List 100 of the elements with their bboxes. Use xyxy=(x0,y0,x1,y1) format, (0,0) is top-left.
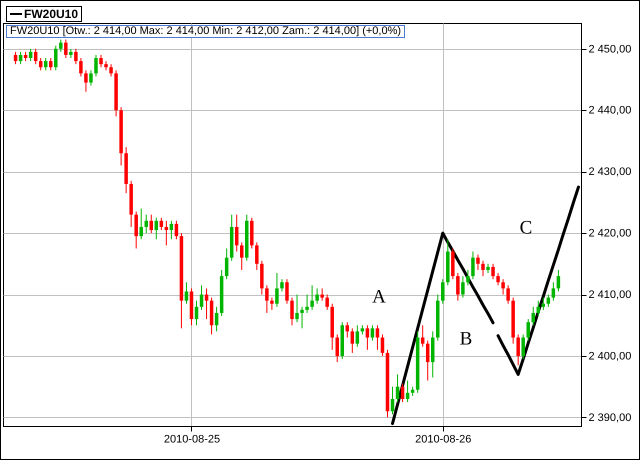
candlestick xyxy=(300,306,304,329)
candlestick xyxy=(84,70,88,92)
candlestick xyxy=(275,272,279,308)
candlestick xyxy=(160,217,164,231)
candlestick xyxy=(255,242,259,270)
candlestick xyxy=(74,48,78,65)
candlestick xyxy=(390,386,394,415)
candlestick xyxy=(204,288,208,320)
candlestick xyxy=(200,284,204,310)
candlestick xyxy=(552,282,556,302)
candlestick xyxy=(305,294,309,314)
candlestick xyxy=(59,39,63,52)
candlestick xyxy=(285,278,289,304)
y-tick-label: 2 430,00 xyxy=(588,166,632,178)
candlestick xyxy=(38,58,42,71)
y-tick-label: 2 450,00 xyxy=(588,43,632,56)
candlestick xyxy=(335,334,339,363)
y-tick-label: 2 410,00 xyxy=(588,289,632,302)
y-tick-label: 2 400,00 xyxy=(588,350,632,362)
candlestick xyxy=(94,54,98,77)
candlestick xyxy=(184,282,188,304)
candlestick xyxy=(461,276,465,298)
candlestick xyxy=(380,334,384,356)
candlestick xyxy=(154,217,158,240)
candlestick xyxy=(466,269,470,286)
candlestick xyxy=(18,51,22,65)
candlestick xyxy=(290,297,294,326)
candlestick xyxy=(526,318,530,342)
annotation: A xyxy=(372,286,386,308)
chart-subtitle: FW20U10 [Otw.: 2 414,00 Max: 2 414,00 Min: 2 412,00 Zam.: 2 414,00] (+0,0%) xyxy=(6,25,406,38)
candlestick xyxy=(481,260,485,277)
candlestick xyxy=(501,278,505,296)
x-tick-label: 2010-08-26 xyxy=(415,434,472,446)
candlestick xyxy=(295,294,299,323)
candlestick xyxy=(441,278,445,304)
candlestick xyxy=(471,251,475,280)
candlestick xyxy=(496,272,500,286)
candlestick xyxy=(234,214,238,252)
candlestick xyxy=(315,288,319,304)
candlestick xyxy=(536,300,540,317)
annotation: B xyxy=(460,328,472,350)
candlestick xyxy=(79,58,83,77)
candlestick xyxy=(89,70,93,86)
text: FW20U10 xyxy=(24,7,78,21)
candlestick xyxy=(376,324,380,350)
candlestick xyxy=(410,386,414,396)
candlestick xyxy=(144,214,148,234)
candlestick xyxy=(109,64,113,77)
candlestick xyxy=(64,39,68,59)
candlestick xyxy=(346,322,350,338)
candlestick xyxy=(194,300,198,326)
candlestick xyxy=(139,208,143,240)
candlestick xyxy=(400,383,404,403)
candlestick xyxy=(426,340,430,382)
candlestick xyxy=(280,278,284,292)
candlestick xyxy=(532,306,535,326)
candlestick xyxy=(310,284,314,310)
candlestick xyxy=(546,294,550,308)
y-tick-label: 2 420,00 xyxy=(588,228,632,240)
candlestick xyxy=(556,269,560,292)
candlestick xyxy=(476,254,480,270)
candlestick xyxy=(44,58,48,71)
candlestick xyxy=(14,51,18,65)
y-tick-label: 2 390,00 xyxy=(588,412,632,424)
candlestick xyxy=(150,214,154,234)
candlestick xyxy=(420,324,424,348)
candlestick xyxy=(164,220,168,246)
candlestick xyxy=(174,220,178,240)
candlestick xyxy=(396,374,400,403)
x-tick-label: 2010-08-25 xyxy=(164,434,220,446)
candlestick xyxy=(542,297,546,310)
annotation: C xyxy=(520,218,532,238)
candlestick xyxy=(456,272,460,302)
candlestick xyxy=(516,334,520,366)
candlestick xyxy=(170,220,174,240)
candlestick xyxy=(506,284,510,304)
y-tick-label: 2 440,00 xyxy=(588,104,632,117)
candlestick xyxy=(34,48,38,65)
candlestick xyxy=(28,48,32,62)
candlestick xyxy=(224,248,228,280)
candlestick xyxy=(270,297,274,310)
candlestick xyxy=(214,306,218,332)
candlestick xyxy=(104,60,108,71)
candlestick xyxy=(320,288,324,302)
candlestick xyxy=(265,284,269,314)
candlestick xyxy=(521,334,525,360)
candlestick xyxy=(350,328,354,354)
candlestick xyxy=(24,51,28,62)
candlestick xyxy=(356,324,360,348)
candlestick xyxy=(54,45,58,71)
candlestick xyxy=(99,54,103,68)
candlestick xyxy=(49,58,52,71)
candlestick xyxy=(486,263,490,274)
candlestick xyxy=(406,380,410,403)
candlestick xyxy=(325,294,329,310)
candlestick xyxy=(360,324,364,335)
candlestick xyxy=(134,211,138,249)
candlestick xyxy=(240,242,244,270)
candlestick xyxy=(69,48,73,59)
candlestick xyxy=(366,324,370,350)
